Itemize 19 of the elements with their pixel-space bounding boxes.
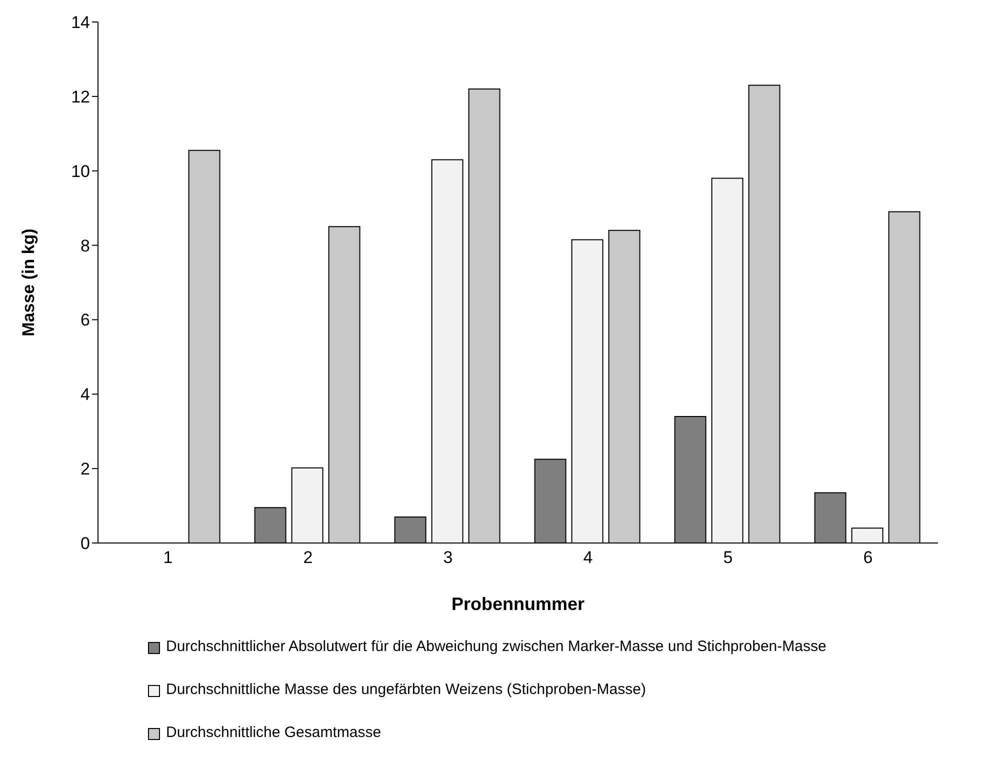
y-axis-title: Masse (in kg) — [19, 228, 38, 336]
x-tick-label: 1 — [163, 548, 173, 568]
y-tick-label: 0 — [80, 534, 90, 554]
x-tick-label: 2 — [303, 548, 313, 568]
y-tick-label: 10 — [71, 162, 90, 181]
y-tick-label: 6 — [80, 310, 90, 330]
x-axis-title: Probennummer — [451, 594, 585, 614]
y-tick-label: 4 — [80, 385, 90, 404]
legend-label: Durchschnittlicher Absolutwert für die Abweichung zwischen Marker-Masse und Stichproben-Masse — [166, 638, 826, 655]
x-tick-label: 4 — [583, 548, 593, 568]
y-tick-label: 12 — [71, 87, 90, 106]
legend-label: Durchschnittliche Gesamtmasse — [166, 724, 382, 741]
x-tick-label: 3 — [443, 548, 453, 568]
x-tick-label: 5 — [723, 548, 733, 568]
y-tick-label: 14 — [71, 13, 90, 32]
y-tick-label: 2 — [80, 460, 90, 479]
x-tick-label: 6 — [863, 548, 873, 568]
y-tick-label: 8 — [80, 236, 90, 256]
legend-label: Durchschnittliche Masse des ungefärbten Weizens (Stichproben-Masse) — [166, 681, 646, 698]
